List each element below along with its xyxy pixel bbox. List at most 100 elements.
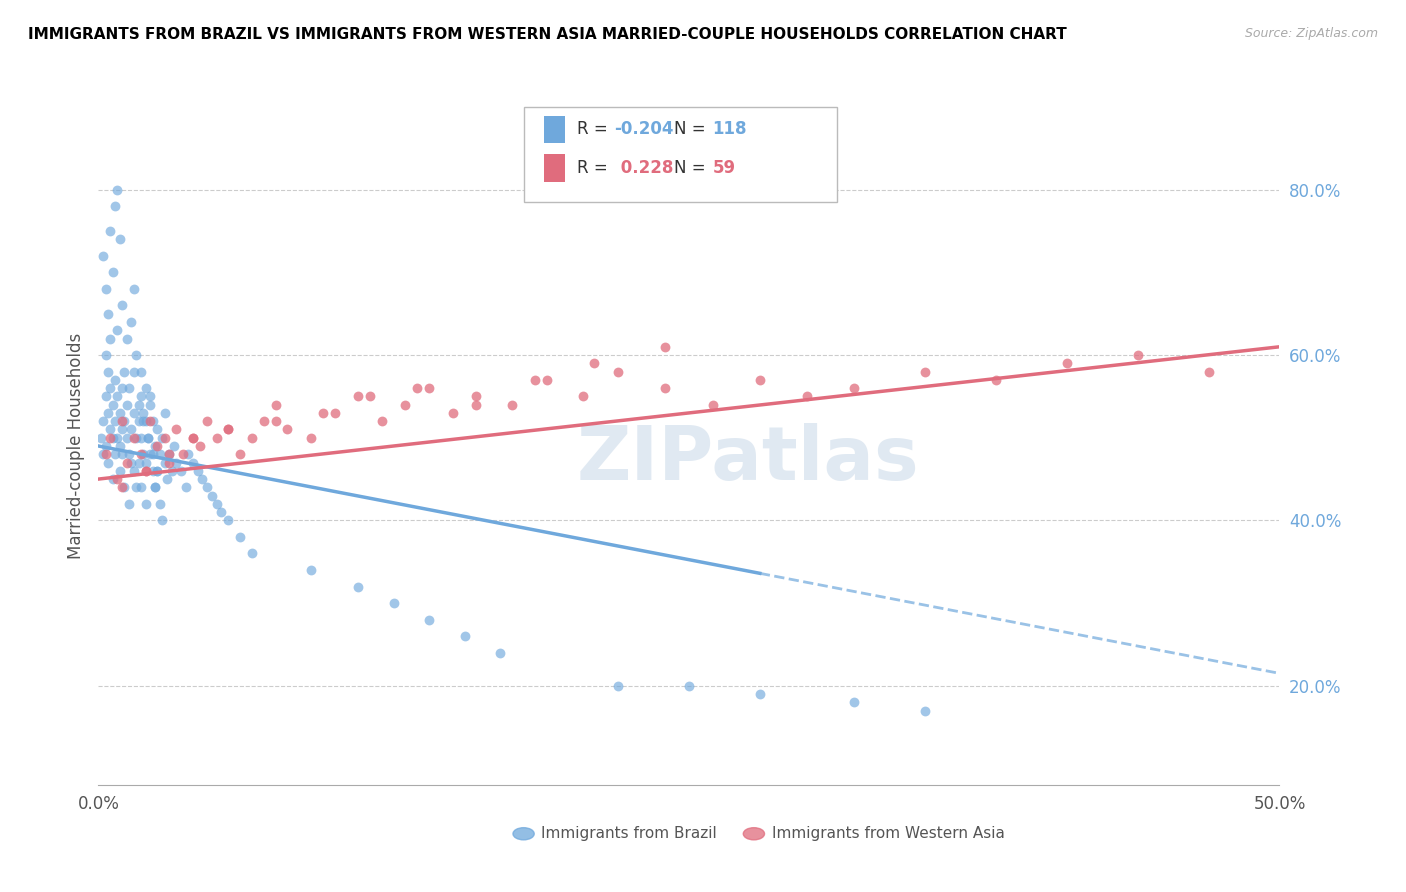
Point [914,365,936,379]
Point [111,422,134,436]
Point [160,464,183,478]
Point [146,464,169,478]
Point [104,447,127,461]
Point [143,480,166,494]
Point [394,398,416,412]
Point [201,489,224,503]
Point [122,464,145,478]
Point [135,464,157,478]
Point [111,381,134,395]
Point [264,414,287,428]
Point [347,389,370,403]
Point [217,422,239,436]
Point [571,389,593,403]
Point [844,381,866,395]
Point [209,505,232,519]
Point [125,480,148,494]
Point [98,422,121,436]
Point [359,389,381,403]
Point [122,365,145,379]
Point [101,398,124,412]
Point [125,348,148,362]
Point [121,422,143,436]
Point [128,398,150,412]
Text: 59: 59 [713,159,735,177]
Point [129,389,152,403]
Circle shape [744,828,765,840]
Point [489,646,512,660]
Point [122,406,145,420]
Point [111,414,134,428]
Text: Immigrants from Western Asia: Immigrants from Western Asia [772,826,1004,841]
Point [118,497,141,511]
Point [108,439,131,453]
Point [748,687,770,701]
Point [654,381,676,395]
Y-axis label: Married-couple Households: Married-couple Households [66,333,84,559]
Point [181,431,204,445]
Point [177,447,200,461]
Point [453,629,475,643]
Point [382,596,405,610]
Point [501,398,523,412]
Point [101,431,124,445]
Text: R =: R = [576,120,613,138]
Text: N =: N = [673,159,710,177]
Point [98,332,121,346]
Point [94,348,117,362]
Point [253,414,276,428]
Point [112,480,135,494]
Point [205,497,228,511]
Point [157,447,180,461]
Point [914,704,936,718]
Point [132,414,155,428]
Point [654,340,676,354]
Point [135,456,157,470]
Circle shape [513,828,534,840]
Point [229,447,252,461]
Point [94,447,117,461]
Point [97,406,120,420]
Point [104,373,127,387]
Point [536,373,558,387]
Point [90,431,112,445]
Point [121,315,143,329]
Point [135,464,157,478]
Point [607,365,630,379]
Point [122,282,145,296]
Point [240,431,263,445]
Point [172,447,194,461]
Point [607,679,630,693]
Point [91,414,114,428]
Point [129,365,152,379]
Point [146,439,169,453]
Point [170,464,193,478]
Point [191,472,214,486]
Point [165,456,187,470]
Point [702,398,724,412]
Point [97,365,120,379]
Point [115,398,138,412]
Point [132,447,155,461]
Point [347,580,370,594]
Point [844,695,866,709]
Point [125,431,148,445]
Point [135,414,157,428]
Point [188,439,211,453]
Point [136,431,159,445]
Point [97,307,120,321]
Point [406,381,429,395]
Point [163,439,186,453]
Text: R =: R = [576,159,613,177]
Point [111,447,134,461]
Point [115,431,138,445]
Point [153,431,176,445]
Point [150,431,173,445]
Point [128,414,150,428]
Point [323,406,346,420]
Point [984,373,1007,387]
Text: N =: N = [673,120,710,138]
Point [157,447,180,461]
Point [150,513,173,527]
Point [524,373,547,387]
